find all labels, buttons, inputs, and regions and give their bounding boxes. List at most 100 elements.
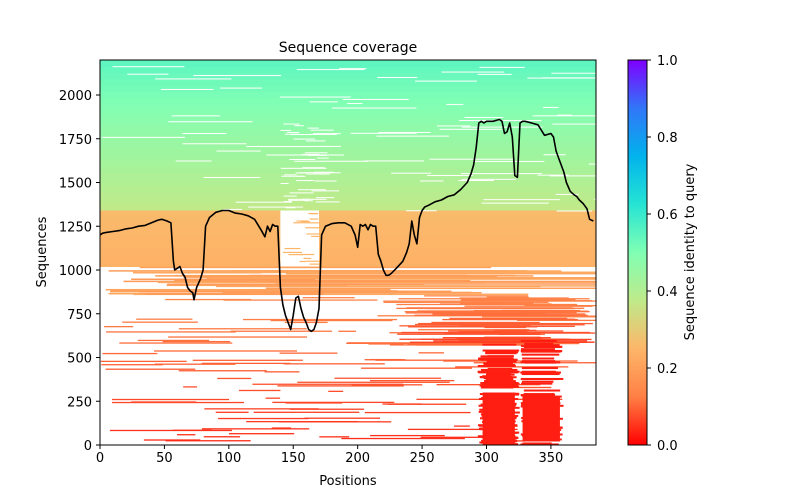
heatmap-row	[420, 338, 571, 340]
heatmap-row	[525, 344, 556, 347]
heatmap-gap	[311, 190, 340, 192]
heatmap-row	[133, 293, 529, 296]
heatmap-row	[415, 344, 547, 346]
heatmap-gap	[287, 131, 300, 133]
heatmap-row	[520, 340, 557, 343]
heatmap-row	[397, 333, 541, 335]
colorbar-tick-label: 0.2	[657, 362, 678, 377]
heatmap-row	[302, 297, 355, 299]
heatmap-row	[461, 314, 528, 316]
heatmap-gap	[555, 193, 579, 195]
heatmap-row	[520, 361, 561, 364]
heatmap-row	[242, 277, 596, 279]
heatmap-row	[524, 378, 559, 381]
heatmap-row	[309, 263, 326, 265]
heatmap-gap	[436, 125, 471, 127]
heatmap-gap	[477, 73, 512, 75]
heatmap-gap	[301, 198, 327, 200]
heatmap-gap	[298, 189, 326, 191]
heatmap-row	[112, 398, 230, 401]
heatmap-gap	[420, 180, 444, 182]
heatmap-gap	[473, 160, 545, 162]
heatmap-row	[144, 293, 324, 295]
heatmap-gap	[280, 182, 289, 184]
heatmap-gap	[299, 172, 327, 174]
heatmap-row	[162, 340, 231, 343]
heatmap-row	[520, 443, 559, 445]
heatmap-gap	[316, 197, 335, 199]
heatmap-band-segment	[100, 204, 596, 211]
y-axis-ticks: 0 250 500 750 1000 1250 1500 1750 2000	[59, 89, 100, 454]
heatmap-row	[459, 297, 569, 299]
heatmap-row	[223, 299, 378, 301]
heatmap-gap	[101, 136, 186, 138]
heatmap-row	[439, 303, 552, 305]
y-tick-label: 2000	[59, 89, 92, 104]
heatmap-row	[485, 378, 514, 381]
heatmap-row	[481, 382, 520, 385]
heatmap-row	[282, 251, 303, 254]
heatmap-row	[524, 342, 554, 345]
heatmap-band-segment	[100, 160, 596, 168]
heatmap-row	[482, 316, 596, 318]
heatmap-band-segment	[100, 215, 596, 218]
heatmap-row	[267, 280, 596, 283]
heatmap-gap	[429, 158, 514, 160]
heatmap-gap	[304, 200, 313, 202]
heatmap-row	[521, 360, 556, 363]
heatmap-row	[464, 305, 593, 307]
heatmap-row	[300, 253, 315, 256]
heatmap-gap	[542, 106, 559, 108]
heatmap-band-segment	[100, 154, 596, 161]
heatmap-row	[183, 386, 198, 388]
heatmap-row	[485, 373, 515, 376]
heatmap-gap	[223, 208, 242, 210]
heatmap-gap	[316, 157, 329, 159]
heatmap-band-segment	[100, 233, 596, 237]
heatmap-gap	[301, 153, 320, 155]
heatmap-gap	[314, 180, 337, 182]
heatmap-row	[486, 296, 529, 298]
heatmap-row	[299, 260, 307, 263]
heatmap-row	[275, 283, 596, 285]
colorbar-tick-label: 0.0	[657, 439, 678, 454]
chart-title: Sequence coverage	[279, 40, 418, 56]
colorbar-ticks: 0.0 0.2 0.4 0.6 0.8 1.0	[647, 54, 678, 454]
heatmap-gap	[543, 154, 566, 156]
heatmap-band-segment	[100, 141, 596, 149]
heatmap-gap	[458, 179, 494, 181]
heatmap-gap	[309, 133, 337, 135]
heatmap-gap	[378, 131, 431, 133]
heatmap-band-segment	[100, 185, 596, 193]
heatmap-row	[407, 428, 518, 431]
x-tick-label: 300	[474, 451, 499, 466]
heatmap-row	[477, 365, 516, 368]
heatmap-row	[418, 329, 530, 331]
heatmap-band-segment	[100, 245, 596, 249]
heatmap-gap	[283, 201, 292, 203]
heatmap-gap	[127, 73, 169, 75]
heatmap-gap	[481, 202, 549, 204]
heatmap-row	[304, 417, 380, 419]
heatmap-row	[288, 254, 304, 256]
heatmap-row	[346, 342, 493, 345]
heatmap-gap	[317, 145, 342, 147]
heatmap-band-segment	[100, 247, 596, 251]
heatmap-row	[520, 348, 555, 351]
heatmap-gap	[315, 201, 340, 203]
heatmap-gap	[305, 140, 326, 142]
heatmap-gap	[549, 175, 596, 177]
heatmap-row	[521, 380, 554, 383]
heatmap-row	[480, 355, 513, 358]
heatmap-band-segment	[100, 191, 596, 199]
heatmap-gap	[160, 88, 214, 90]
heatmap-row	[521, 373, 560, 376]
heatmap-row	[445, 342, 580, 345]
heatmap-band-segment	[100, 147, 596, 155]
heatmap-row	[478, 371, 519, 374]
heatmap-row	[521, 382, 553, 385]
colorbar-gradient	[627, 59, 648, 446]
y-tick-label: 0	[84, 439, 92, 454]
heatmap-gap	[342, 98, 409, 100]
heatmap-row	[484, 336, 541, 338]
